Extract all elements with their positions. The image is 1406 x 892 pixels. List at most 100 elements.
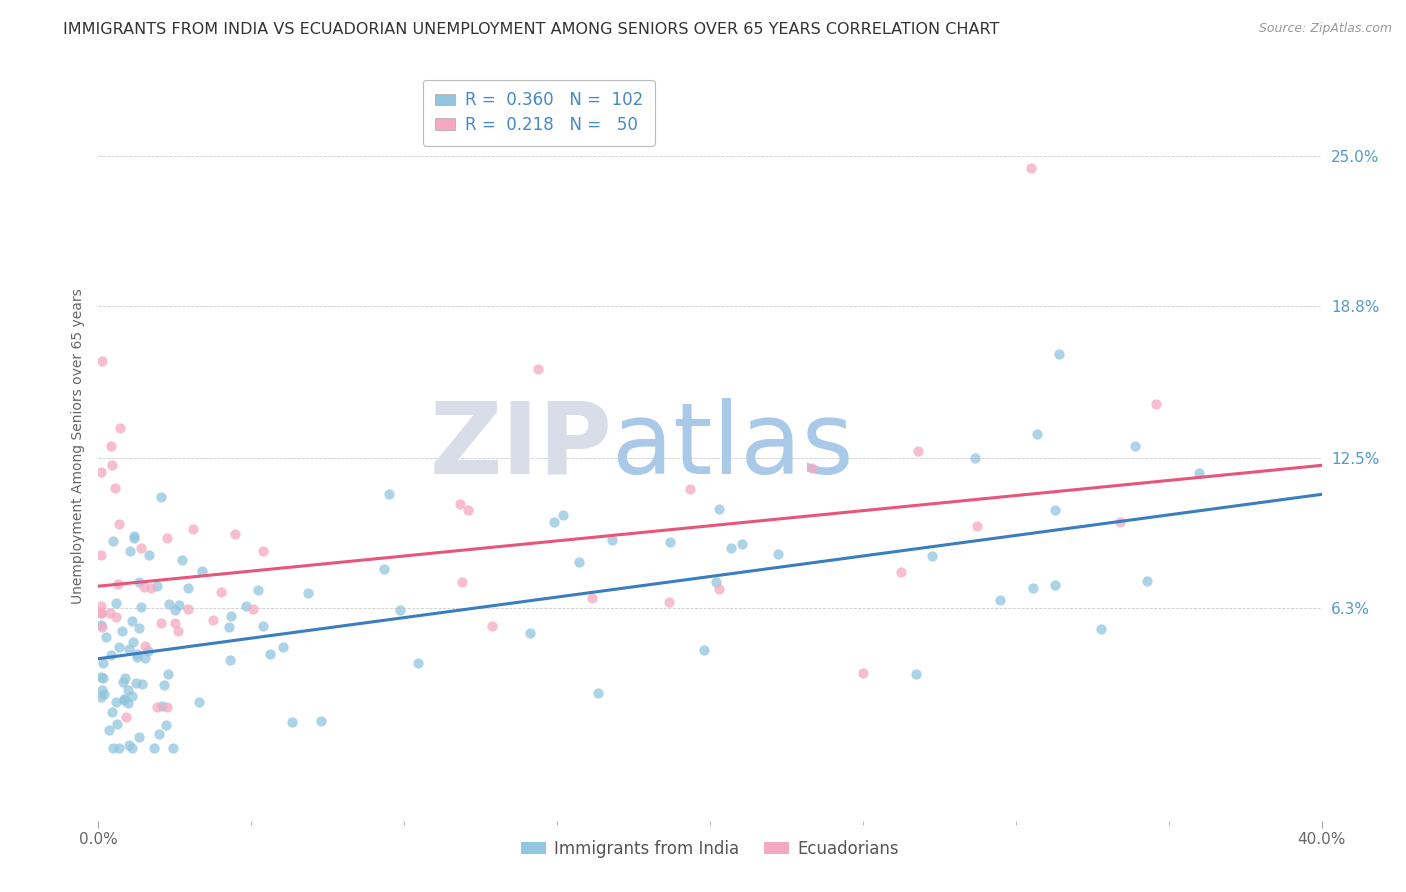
Immigrants from India: [148, 727, 170, 741]
Immigrants from India: [100, 705, 122, 719]
Immigrants from India: [111, 624, 134, 638]
Immigrants from India: [768, 547, 790, 561]
Immigrants from India: [108, 640, 131, 654]
Immigrants from India: [157, 597, 180, 611]
Ecuadorians: [801, 461, 824, 475]
Ecuadorians: [90, 465, 112, 479]
Immigrants from India: [125, 650, 148, 665]
Immigrants from India: [101, 741, 124, 756]
Immigrants from India: [309, 714, 332, 729]
Immigrants from India: [218, 620, 240, 634]
Ecuadorians: [156, 700, 179, 714]
Ecuadorians: [132, 580, 155, 594]
Text: ZIP: ZIP: [429, 398, 612, 494]
Immigrants from India: [281, 715, 304, 730]
Immigrants from India: [167, 598, 190, 612]
Immigrants from India: [271, 640, 294, 654]
Ecuadorians: [100, 439, 122, 453]
Immigrants from India: [177, 581, 200, 595]
Immigrants from India: [118, 738, 141, 752]
Immigrants from India: [155, 718, 177, 732]
Immigrants from India: [170, 553, 193, 567]
Ecuadorians: [183, 522, 205, 536]
Immigrants from India: [98, 723, 121, 738]
Text: IMMIGRANTS FROM INDIA VS ECUADORIAN UNEMPLOYMENT AMONG SENIORS OVER 65 YEARS COR: IMMIGRANTS FROM INDIA VS ECUADORIAN UNEM…: [63, 22, 1000, 37]
Ecuadorians: [90, 606, 112, 620]
Ecuadorians: [1108, 516, 1130, 530]
Immigrants from India: [252, 619, 274, 633]
Immigrants from India: [114, 671, 136, 685]
Ecuadorians: [104, 481, 127, 495]
Immigrants from India: [150, 491, 173, 505]
Immigrants from India: [163, 603, 186, 617]
Immigrants from India: [117, 696, 139, 710]
Ecuadorians: [224, 527, 246, 541]
Immigrants from India: [122, 634, 145, 648]
Ecuadorians: [150, 616, 173, 631]
Immigrants from India: [187, 696, 209, 710]
Ecuadorians: [90, 354, 112, 368]
Ecuadorians: [1019, 161, 1042, 175]
Ecuadorians: [156, 531, 179, 545]
Immigrants from India: [157, 666, 180, 681]
Ecuadorians: [451, 574, 474, 589]
Ecuadorians: [90, 599, 112, 613]
Ecuadorians: [1144, 397, 1167, 411]
Immigrants from India: [1047, 347, 1070, 361]
Immigrants from India: [142, 741, 165, 756]
Ecuadorians: [98, 606, 121, 620]
Immigrants from India: [692, 643, 714, 657]
Ecuadorians: [209, 584, 232, 599]
Ecuadorians: [131, 541, 153, 556]
Immigrants from India: [136, 644, 159, 658]
Ecuadorians: [134, 639, 156, 653]
Text: Source: ZipAtlas.com: Source: ZipAtlas.com: [1258, 22, 1392, 36]
Immigrants from India: [153, 678, 176, 692]
Ecuadorians: [107, 516, 129, 531]
Ecuadorians: [101, 458, 124, 473]
Immigrants from India: [219, 608, 242, 623]
Immigrants from India: [219, 653, 242, 667]
Ecuadorians: [890, 566, 912, 580]
Ecuadorians: [105, 610, 128, 624]
Immigrants from India: [90, 690, 112, 704]
Immigrants from India: [162, 741, 184, 756]
Ecuadorians: [107, 577, 129, 591]
Immigrants from India: [600, 533, 623, 548]
Immigrants from India: [91, 672, 114, 686]
Ecuadorians: [165, 615, 187, 630]
Ecuadorians: [852, 666, 875, 681]
Ecuadorians: [527, 362, 550, 376]
Immigrants from India: [720, 541, 742, 555]
Immigrants from India: [125, 648, 148, 662]
Y-axis label: Unemployment Among Seniors over 65 years: Unemployment Among Seniors over 65 years: [70, 288, 84, 604]
Ecuadorians: [966, 519, 988, 533]
Immigrants from India: [91, 657, 114, 671]
Immigrants from India: [388, 603, 411, 617]
Immigrants from India: [122, 528, 145, 542]
Immigrants from India: [146, 578, 169, 592]
Ecuadorians: [242, 602, 264, 616]
Immigrants from India: [730, 537, 752, 551]
Ecuadorians: [167, 624, 190, 638]
Immigrants from India: [659, 535, 682, 549]
Immigrants from India: [131, 677, 153, 691]
Immigrants from India: [91, 683, 114, 698]
Ecuadorians: [139, 581, 162, 595]
Immigrants from India: [905, 667, 928, 681]
Immigrants from India: [112, 674, 135, 689]
Ecuadorians: [481, 619, 503, 633]
Immigrants from India: [1090, 623, 1112, 637]
Ecuadorians: [658, 595, 681, 609]
Ecuadorians: [202, 613, 225, 627]
Ecuadorians: [90, 606, 112, 620]
Immigrants from India: [1025, 426, 1047, 441]
Immigrants from India: [121, 741, 143, 756]
Immigrants from India: [117, 683, 139, 698]
Text: atlas: atlas: [612, 398, 853, 494]
Immigrants from India: [1043, 578, 1066, 592]
Immigrants from India: [707, 502, 730, 516]
Immigrants from India: [988, 593, 1011, 607]
Ecuadorians: [679, 483, 702, 497]
Immigrants from India: [121, 689, 143, 703]
